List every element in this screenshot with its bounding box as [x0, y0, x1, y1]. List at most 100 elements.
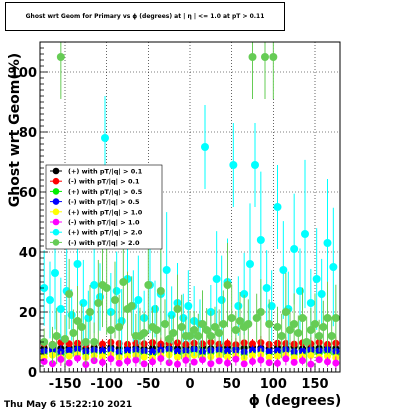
data-point — [217, 296, 226, 304]
data-point — [212, 275, 221, 283]
data-point — [112, 287, 121, 295]
data-point — [190, 358, 198, 366]
data-point — [265, 347, 273, 355]
data-point — [184, 302, 193, 310]
data-point — [231, 326, 240, 334]
data-point — [282, 355, 290, 363]
data-point — [311, 320, 319, 328]
data-point — [65, 290, 74, 298]
data-point — [211, 323, 219, 331]
data-point — [111, 296, 119, 304]
data-point — [248, 53, 257, 61]
data-point — [48, 341, 57, 349]
data-point — [61, 335, 69, 343]
data-point — [149, 358, 156, 366]
data-point — [73, 260, 82, 268]
data-point — [165, 335, 174, 343]
legend-label: (+) with pT/|q| > 0.5 — [68, 188, 143, 197]
data-point — [224, 353, 231, 361]
data-point — [57, 355, 65, 363]
data-point — [140, 353, 148, 361]
data-point — [331, 314, 340, 322]
data-point — [240, 290, 249, 298]
legend: (+) with pT/|q| > 0.1(-) with pT/|q| > 0… — [45, 164, 163, 250]
data-point — [269, 53, 278, 61]
data-point — [65, 359, 73, 367]
legend-swatch — [52, 218, 60, 226]
chart-title: Ghost wrt Geom for Primary vs ϕ (degrees… — [5, 2, 285, 31]
legend-label: (-) with pT/|q| > 2.0 — [68, 239, 140, 248]
data-point — [40, 358, 48, 365]
data-point — [224, 340, 231, 347]
legend-swatch — [52, 167, 60, 175]
x-tick-label: 150 — [301, 377, 328, 392]
legend-label: (-) with pT/|q| > 1.0 — [68, 219, 140, 228]
data-point — [40, 338, 49, 346]
data-point — [252, 314, 261, 322]
data-point — [317, 290, 326, 298]
legend-box — [45, 164, 163, 250]
data-point — [306, 326, 315, 334]
data-point — [265, 353, 273, 361]
data-point — [173, 305, 182, 313]
legend-label: (-) with pT/|q| > 0.5 — [68, 198, 140, 207]
data-point — [329, 263, 338, 271]
data-point — [174, 347, 181, 355]
data-point — [152, 326, 161, 334]
data-point — [140, 329, 149, 337]
data-point — [294, 329, 303, 337]
data-point — [324, 352, 331, 360]
data-point — [107, 355, 115, 363]
y-tick-label: 20 — [19, 306, 37, 321]
data-point — [56, 53, 65, 61]
data-point — [90, 338, 99, 346]
data-point — [227, 314, 236, 322]
data-point — [65, 346, 73, 354]
data-point — [290, 358, 298, 366]
data-point — [256, 236, 265, 244]
data-point — [169, 329, 178, 337]
data-point — [319, 323, 328, 331]
data-point — [277, 332, 286, 340]
data-point — [262, 284, 271, 292]
data-point — [251, 161, 259, 169]
y-tick-label: 100 — [10, 66, 37, 81]
data-point — [94, 299, 103, 307]
data-point — [99, 347, 106, 355]
data-point — [240, 360, 248, 368]
data-point — [161, 320, 169, 328]
data-point — [223, 281, 232, 289]
data-point — [140, 360, 148, 368]
data-point — [190, 326, 199, 334]
legend-swatch — [52, 239, 60, 246]
data-point — [115, 359, 123, 367]
data-point — [261, 53, 269, 61]
data-point — [86, 308, 94, 316]
data-point — [124, 357, 131, 365]
data-point — [290, 354, 298, 362]
data-point — [327, 332, 336, 340]
x-tick-label: 50 — [223, 377, 241, 392]
data-point — [74, 354, 81, 362]
data-point — [307, 352, 315, 359]
data-point — [127, 302, 136, 310]
data-point — [224, 359, 231, 367]
data-point — [273, 203, 282, 211]
data-point — [132, 356, 140, 364]
data-point — [149, 348, 156, 356]
data-point — [274, 352, 281, 360]
data-point — [273, 323, 282, 331]
data-point — [332, 359, 340, 367]
data-point — [215, 329, 224, 337]
data-point — [256, 308, 265, 316]
data-point — [199, 356, 206, 364]
data-point — [99, 340, 106, 348]
data-point — [144, 281, 153, 289]
data-point — [306, 299, 315, 307]
data-point — [51, 269, 59, 277]
data-point — [201, 143, 209, 151]
series-layer — [40, 42, 340, 372]
x-tick-label: 100 — [260, 377, 287, 392]
data-point — [156, 287, 165, 295]
axis-layer: -150 -100 -50 0 50 100 150 0 20 40 60 80 100 — [10, 41, 337, 392]
